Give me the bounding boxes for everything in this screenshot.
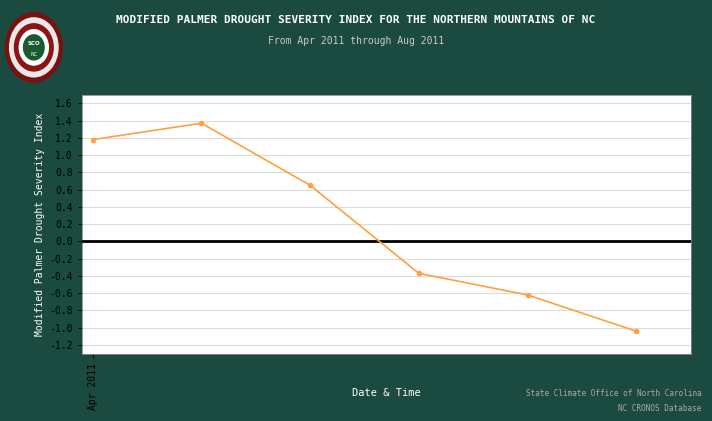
Text: From Apr 2011 through Aug 2011: From Apr 2011 through Aug 2011 [268, 36, 444, 46]
Text: Date & Time: Date & Time [352, 388, 421, 398]
Text: NC: NC [30, 52, 38, 57]
Y-axis label: Modified Palmer Drought Severity Index: Modified Palmer Drought Severity Index [35, 112, 45, 336]
Circle shape [19, 29, 48, 65]
Circle shape [10, 18, 58, 77]
Circle shape [6, 13, 62, 82]
Circle shape [14, 24, 53, 71]
Text: SCO: SCO [28, 41, 40, 46]
Text: State Climate Office of North Carolina: State Climate Office of North Carolina [525, 389, 701, 398]
Text: MODIFIED PALMER DROUGHT SEVERITY INDEX FOR THE NORTHERN MOUNTAINS OF NC: MODIFIED PALMER DROUGHT SEVERITY INDEX F… [116, 15, 596, 25]
Circle shape [23, 35, 44, 60]
Text: NC CRONOS Database: NC CRONOS Database [618, 404, 701, 413]
